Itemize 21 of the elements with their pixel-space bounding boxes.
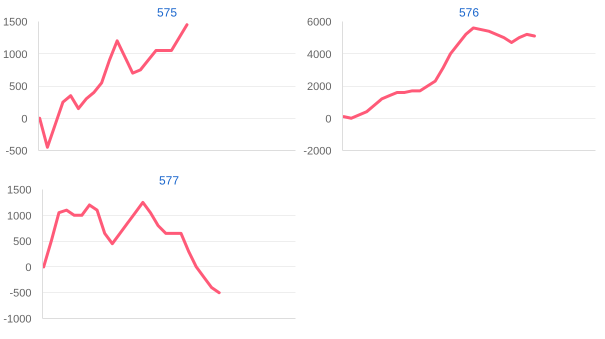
y-tick-label: 1500 [7, 184, 32, 196]
y-tick-label: 2000 [307, 81, 332, 93]
line-series [42, 200, 221, 294]
y-tick-label: 4000 [307, 48, 332, 61]
y-tick-label: -2000 [303, 146, 332, 158]
y-tick-label: -500 [5, 146, 28, 158]
chart-title: 576 [458, 6, 480, 20]
y-tick-label: -1000 [3, 314, 32, 326]
line-series [342, 26, 536, 120]
y-tick-label: 6000 [307, 16, 332, 28]
y-tick-label: 1500 [3, 16, 28, 28]
y-tick-label: 1000 [3, 48, 28, 61]
chart-title: 577 [158, 174, 180, 188]
y-tick-label: 1000 [7, 210, 32, 222]
y-tick-label: 0 [25, 262, 32, 274]
y-tick-label: 0 [325, 113, 332, 126]
y-tick-label: 500 [9, 81, 28, 93]
y-tick-label: 0 [21, 113, 28, 126]
chart-title: 575 [156, 6, 178, 20]
y-tick-label: 500 [13, 236, 32, 248]
y-tick-label: -500 [9, 288, 32, 300]
